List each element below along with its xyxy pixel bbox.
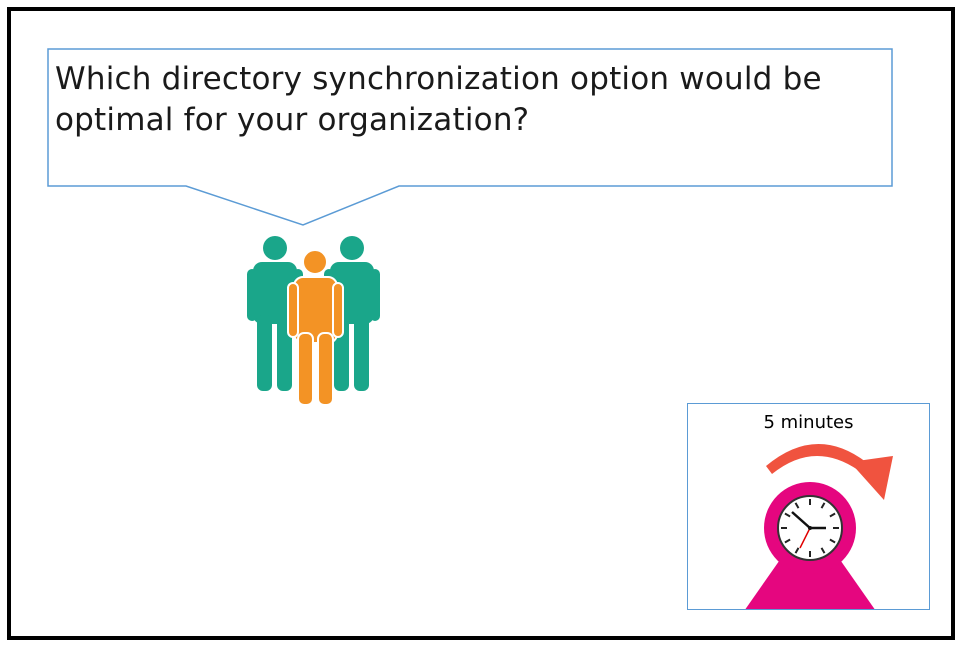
question-line-2: optimal for your organization?: [55, 102, 530, 138]
people-group-icon: [247, 236, 380, 405]
speech-bubble: [47, 48, 893, 226]
timer-panel: 5 minutes: [687, 403, 930, 610]
timer-label: 5 minutes: [763, 412, 854, 433]
question-line-1: Which directory synchronization option w…: [55, 61, 822, 97]
question-text: Which directory synchronization option w…: [55, 59, 855, 141]
timer-graphic: [745, 443, 893, 609]
person-center-icon: [287, 249, 344, 405]
slide-frame: Which directory synchronization option w…: [7, 7, 955, 640]
alarm-clock-icon: [745, 482, 875, 609]
curved-arrow-icon: [766, 443, 893, 500]
